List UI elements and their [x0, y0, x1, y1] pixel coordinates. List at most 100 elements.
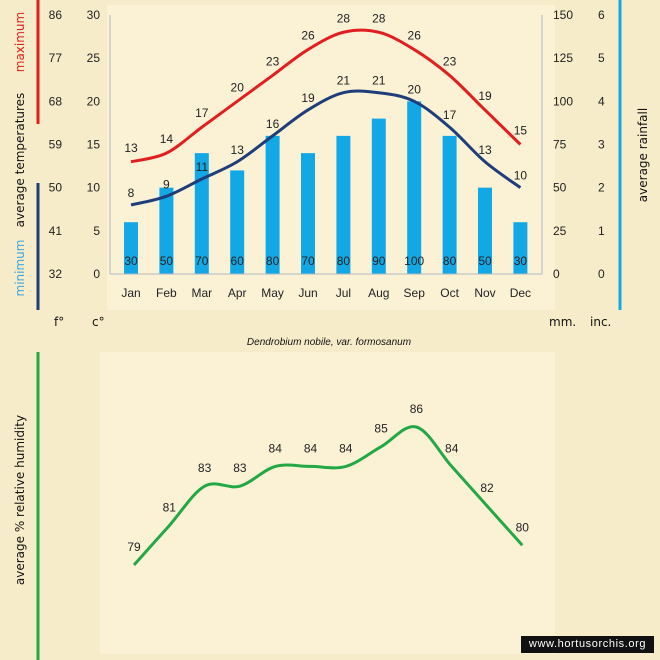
humidity-line	[132, 425, 524, 567]
maximum-value-label: 26	[408, 29, 422, 43]
rainfall-bar	[478, 187, 492, 274]
minimum-value-label: 9	[163, 177, 170, 191]
inches-tick-label: 0	[598, 267, 605, 281]
month-tick-label: Mar	[191, 286, 212, 300]
unit-mm: mm.	[549, 315, 576, 329]
humidity-value-label: 84	[339, 441, 353, 455]
minimum-value-label: 19	[301, 91, 315, 105]
maximum-temperature-line	[130, 28, 522, 164]
mm-tick-label: 0	[553, 267, 560, 281]
humidity-value-label: 81	[163, 501, 177, 515]
rainfall-value-label: 80	[443, 254, 457, 268]
rainfall-value-label: 80	[266, 254, 280, 268]
inches-tick-label: 4	[598, 94, 605, 108]
fahrenheit-tick-label: 41	[49, 224, 63, 238]
right-label-average-rainfall: average rainfall	[636, 108, 650, 202]
inches-tick-label: 3	[598, 138, 605, 152]
minimum-temperature-line	[130, 89, 522, 207]
minimum-value-label: 8	[128, 186, 135, 200]
mm-tick-label: 25	[553, 224, 567, 238]
humidity-ylabel: average % relative humidity	[13, 415, 27, 585]
rainfall-value-label: 30	[124, 254, 138, 268]
humidity-value-label: 80	[516, 520, 530, 534]
minimum-value-label: 17	[443, 108, 457, 122]
humidity-chart-area	[100, 352, 555, 654]
humidity-value-label: 79	[127, 540, 141, 554]
inches-tick-label: 1	[598, 224, 605, 238]
month-tick-label: May	[261, 286, 284, 300]
rainfall-bar	[407, 101, 422, 274]
maximum-value-label: 13	[124, 141, 138, 155]
month-tick-label: Feb	[156, 286, 177, 300]
mm-tick-label: 100	[553, 94, 573, 108]
month-tick-label: Dec	[510, 286, 531, 300]
rainfall-bar	[124, 222, 138, 274]
humidity-value-label: 84	[304, 441, 318, 455]
maximum-value-label: 28	[372, 11, 386, 25]
left-label-minimum: minimum	[13, 240, 27, 297]
month-tick-label: Jun	[298, 286, 317, 300]
mm-tick-label: 150	[553, 8, 573, 22]
rainfall-value-label: 70	[301, 254, 315, 268]
maximum-value-label: 19	[478, 89, 492, 103]
unit-fahrenheit: f°	[54, 315, 64, 329]
celsius-tick-label: 15	[87, 138, 101, 152]
minimum-value-label: 20	[408, 82, 422, 96]
minimum-value-label: 11	[196, 160, 209, 174]
inches-tick-label: 5	[598, 51, 605, 65]
humidity-value-label: 86	[410, 402, 424, 416]
unit-celsius: c°	[92, 315, 105, 329]
fahrenheit-tick-label: 86	[49, 8, 63, 22]
maximum-value-label: 20	[231, 80, 245, 94]
rainfall-bar	[301, 153, 315, 274]
celsius-tick-label: 0	[93, 267, 100, 281]
inches-tick-label: 6	[598, 8, 605, 22]
rainfall-value-label: 50	[160, 254, 174, 268]
rainfall-value-label: 80	[337, 254, 351, 268]
celsius-tick-label: 30	[87, 8, 101, 22]
month-tick-label: Oct	[440, 286, 459, 300]
humidity-value-label: 84	[445, 441, 459, 455]
rainfall-value-label: 90	[372, 254, 386, 268]
fahrenheit-tick-label: 77	[49, 51, 63, 65]
left-label-maximum: maximum	[13, 12, 27, 72]
unit-inches: inc.	[590, 315, 611, 329]
maximum-value-label: 14	[160, 132, 174, 146]
humidity-value-label: 82	[480, 481, 494, 495]
month-tick-label: Nov	[474, 286, 495, 300]
rainfall-bar	[336, 135, 351, 274]
mm-tick-label: 50	[553, 181, 567, 195]
rainfall-value-label: 50	[478, 254, 492, 268]
humidity-value-label: 83	[233, 461, 247, 475]
celsius-tick-label: 5	[93, 224, 100, 238]
fahrenheit-tick-label: 68	[49, 94, 63, 108]
celsius-tick-label: 25	[87, 51, 101, 65]
celsius-tick-label: 20	[87, 94, 101, 108]
month-tick-label: Sep	[404, 286, 426, 300]
minimum-value-label: 21	[372, 74, 386, 88]
rainfall-bar	[513, 222, 528, 274]
minimum-value-label: 13	[478, 143, 492, 157]
rainfall-value-label: 100	[404, 254, 424, 268]
watermark: www.hortusorchis.org	[521, 636, 654, 653]
rainfall-bar	[159, 187, 174, 274]
rainfall-value-label: 30	[514, 254, 528, 268]
minimum-value-label: 10	[514, 169, 528, 183]
chart-caption: Dendrobium nobile, var. formosanum	[247, 337, 411, 348]
humidity-value-label: 83	[198, 461, 212, 475]
mm-tick-label: 75	[553, 138, 567, 152]
maximum-value-label: 23	[266, 54, 280, 68]
rainfall-bar	[194, 153, 209, 274]
rainfall-value-label: 70	[195, 254, 209, 268]
mm-tick-label: 125	[553, 51, 573, 65]
month-tick-label: Jan	[121, 286, 140, 300]
maximum-value-label: 15	[514, 124, 528, 138]
maximum-value-label: 28	[337, 11, 351, 25]
maximum-value-label: 23	[443, 54, 457, 68]
humidity-value-label: 85	[374, 422, 388, 436]
rainfall-bar	[230, 170, 245, 274]
minimum-value-label: 13	[231, 143, 245, 157]
rainfall-bar	[371, 118, 386, 274]
celsius-tick-label: 10	[87, 181, 101, 195]
